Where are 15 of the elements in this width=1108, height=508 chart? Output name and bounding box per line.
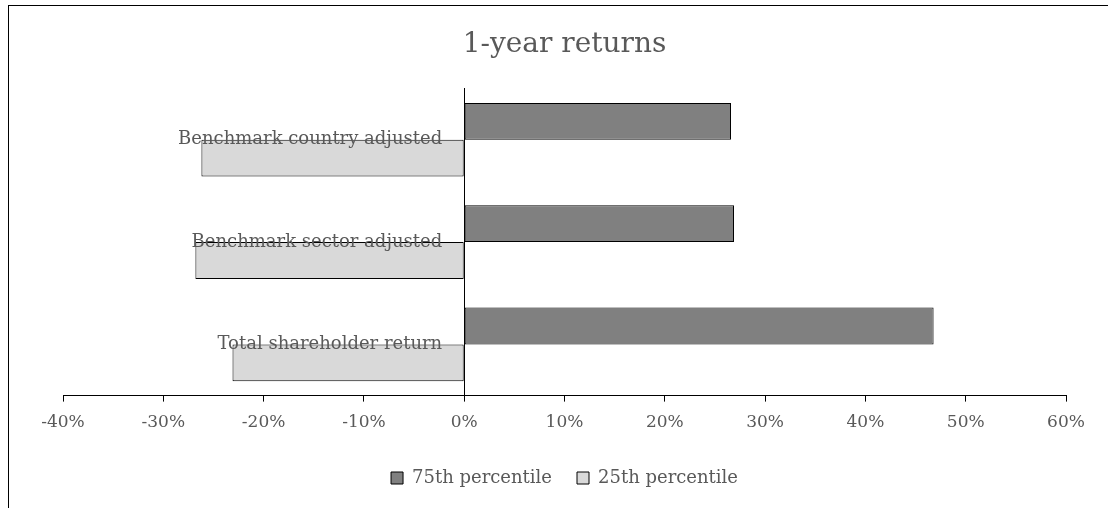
x-tick-label: 10% (545, 411, 584, 432)
chart-title: 1-year returns (462, 26, 667, 60)
x-tick-label: -10% (342, 411, 386, 432)
legend-label: 25th percentile (598, 465, 738, 487)
x-tick-label: 50% (946, 411, 985, 432)
x-tick-label: 0% (450, 411, 478, 432)
y-tick-label: Total shareholder return (217, 332, 443, 354)
x-tick-label: -20% (241, 411, 286, 432)
x-tick-label: 20% (645, 411, 684, 432)
x-tick-label: -30% (141, 411, 186, 432)
x-tick-label: 40% (846, 411, 885, 432)
x-tick-label: 60% (1047, 411, 1085, 432)
legend-label: 75th percentile (412, 465, 553, 487)
x-tick-label: -40% (41, 411, 85, 432)
x-tick-label: 30% (746, 411, 784, 432)
